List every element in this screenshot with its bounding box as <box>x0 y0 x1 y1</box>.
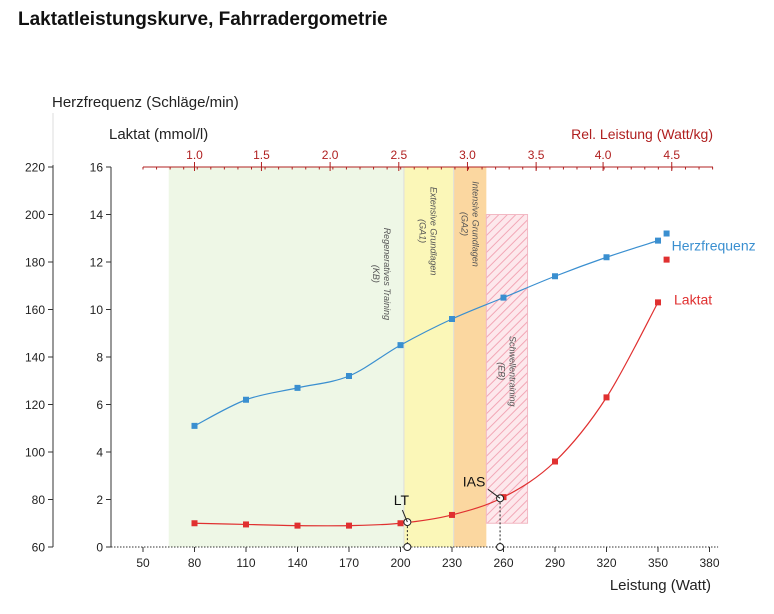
x-tick-label: 110 <box>236 556 255 570</box>
x-tick-label: 200 <box>390 556 410 570</box>
ias-leader <box>487 488 501 499</box>
ias-label: IAS <box>463 473 486 489</box>
labels: Regeneratives Training(KB) Extensive Grun… <box>371 181 756 406</box>
series <box>191 230 670 529</box>
lactate-point <box>655 299 662 306</box>
lactate-point <box>552 458 559 465</box>
hr-tick-label: 120 <box>25 398 45 412</box>
x-tick-label: 320 <box>596 556 616 570</box>
hr-tick-label: 180 <box>25 256 45 270</box>
lactate-line <box>194 302 659 527</box>
x-tick-label: 230 <box>442 556 462 570</box>
zone-label-line: (KB) <box>371 265 381 283</box>
training-zones <box>168 167 529 547</box>
rel-tick-label: 3.5 <box>528 148 545 162</box>
lactate-end-label: Laktat <box>674 291 712 307</box>
lt-label: LT <box>394 492 410 508</box>
lactate-point <box>243 521 250 528</box>
rel-tick-label: 3.0 <box>459 148 476 162</box>
hr-point <box>500 294 507 301</box>
hr-point <box>397 342 404 349</box>
hr-point <box>243 396 250 403</box>
zone-kb <box>168 167 404 547</box>
hr-line <box>194 240 659 427</box>
zone-label-line: Regeneratives Training <box>382 228 392 320</box>
lactate-point <box>397 520 404 527</box>
lactate-tick-label: 14 <box>90 208 104 222</box>
x-tick-label: 290 <box>545 556 565 570</box>
x-tick-label: 50 <box>136 556 150 570</box>
hr-point <box>603 254 610 261</box>
hr-end-label: Herzfrequenz <box>672 238 756 254</box>
zone-label-eb: Schwellentraining(EB) <box>496 336 517 407</box>
x-axis-title: Leistung (Watt) <box>610 577 711 594</box>
rel-tick-label: 4.0 <box>595 148 612 162</box>
x-tick-label: 380 <box>699 556 719 570</box>
rel-tick-label: 2.0 <box>322 148 339 162</box>
lt-leader <box>401 509 408 523</box>
rel-axis-title: Rel. Leistung (Watt/kg) <box>571 126 713 142</box>
x-tick-label: 170 <box>339 556 359 570</box>
hr-point <box>552 273 559 280</box>
lactate-tick-label: 0 <box>96 541 103 555</box>
hr-tick-label: 80 <box>32 493 46 507</box>
lactate-tick-label: 16 <box>90 161 104 175</box>
x-tick-label: 260 <box>493 556 513 570</box>
zone-label-line: (EB) <box>496 362 506 380</box>
zone-label-line: (GA1) <box>417 219 427 243</box>
rel-tick-label: 1.5 <box>253 148 270 162</box>
rel-tick-label: 1.0 <box>186 148 203 162</box>
zone-label-line: Extensive Grundlagen <box>428 187 438 276</box>
lactate-point <box>346 522 353 529</box>
zone-ga1 <box>403 167 454 547</box>
hr-tick-label: 160 <box>25 303 45 317</box>
hr-tick-label: 220 <box>25 161 45 175</box>
zone-label-line: Intensive Grundlagen <box>471 181 481 267</box>
lactate-point <box>191 520 198 527</box>
x-tick-label: 80 <box>188 556 202 570</box>
x-tick-label: 140 <box>287 556 307 570</box>
hr-tick-label: 200 <box>25 208 45 222</box>
lactate-point <box>449 511 456 518</box>
hr-tick-label: 140 <box>25 351 45 365</box>
hr-tick-label: 60 <box>32 541 46 555</box>
hr-point <box>191 422 198 429</box>
zone-ga2 <box>453 167 487 547</box>
hr-point <box>449 316 456 322</box>
hr-point <box>294 384 301 391</box>
hr-point <box>346 373 353 379</box>
zone-gridlines <box>403 167 455 547</box>
lactate-tick-label: 6 <box>96 398 103 412</box>
lactate-point <box>603 394 610 401</box>
threshold-markers: LT IAS <box>394 473 505 551</box>
lactate-tick-label: 8 <box>96 351 103 365</box>
hr-point <box>663 230 670 237</box>
page-title: Laktatleistungskurve, Fahrradergometrie <box>18 9 388 30</box>
zone-label-line: (GA2) <box>460 212 470 236</box>
hr-point <box>655 237 662 244</box>
lactate-point <box>294 522 301 529</box>
lt-axis-point <box>403 543 412 551</box>
hr-axis-title: Herzfrequenz (Schläge/min) <box>52 94 239 111</box>
hr-tick-label: 100 <box>25 446 45 460</box>
zone-label-ga1: Extensive Grundlagen(GA1) <box>417 187 438 276</box>
lactate-axis-title: Laktat (mmol/l) <box>109 126 208 143</box>
x-tick-label: 350 <box>648 556 668 570</box>
lactate-tick-label: 2 <box>96 493 103 507</box>
lactate-tick-label: 10 <box>90 303 104 317</box>
zone-label-kb: Regeneratives Training(KB) <box>371 228 392 320</box>
zone-eb <box>485 214 529 524</box>
lactate-point <box>663 256 670 263</box>
rel-tick-label: 2.5 <box>390 148 407 162</box>
zone-label-ga2: Intensive Grundlagen(GA2) <box>460 181 481 267</box>
lactate-tick-label: 12 <box>90 256 104 270</box>
rel-tick-label: 4.5 <box>663 148 680 162</box>
lactate-tick-label: 4 <box>96 446 103 460</box>
zone-label-line: Schwellentraining <box>507 336 517 407</box>
ias-axis-point <box>496 543 505 551</box>
